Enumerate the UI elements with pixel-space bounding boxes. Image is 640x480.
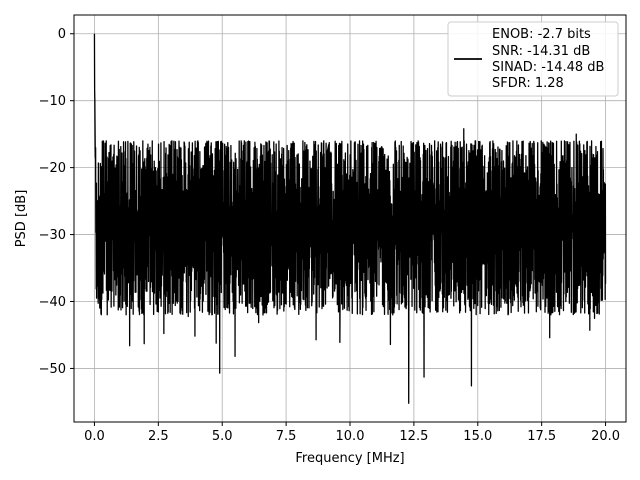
x-axis-ticks: 0.0 2.5 5.0 7.5 10.0 12.5 15.0 17.5 20.0 [84, 422, 620, 444]
y-tick-label: −20 [39, 161, 66, 176]
y-tick-label: −40 [39, 295, 66, 310]
x-tick-label: 12.5 [399, 429, 428, 444]
x-tick-label: 17.5 [527, 429, 556, 444]
y-axis-label: PSD [dB] [14, 190, 29, 248]
y-tick-label: −10 [39, 94, 66, 109]
x-tick-label: 2.5 [148, 429, 169, 444]
psd-trace [93, 33, 607, 404]
x-tick-label: 5.0 [212, 429, 233, 444]
y-axis-ticks: 0 −10 −20 −30 −40 −50 [39, 27, 74, 377]
x-tick-label: 7.5 [276, 429, 297, 444]
legend-box [447, 21, 619, 97]
legend: ENOB: -2.7 bits SNR: -14.31 dB SINAD: -1… [447, 21, 619, 97]
legend-snr: SNR: -14.31 dB [492, 44, 590, 59]
x-tick-label: 20.0 [591, 429, 620, 444]
legend-enob: ENOB: -2.7 bits [492, 27, 591, 42]
x-tick-label: 15.0 [463, 429, 492, 444]
y-tick-label: −50 [39, 362, 66, 377]
y-tick-label: −30 [39, 228, 66, 243]
x-tick-label: 10.0 [336, 429, 365, 444]
x-axis-label: Frequency [MHz] [295, 451, 404, 466]
y-tick-label: 0 [58, 27, 66, 42]
legend-sinad: SINAD: -14.48 dB [492, 60, 604, 75]
x-tick-label: 0.0 [84, 429, 105, 444]
legend-sfdr: SFDR: 1.28 [492, 76, 564, 91]
psd-series [93, 33, 607, 404]
